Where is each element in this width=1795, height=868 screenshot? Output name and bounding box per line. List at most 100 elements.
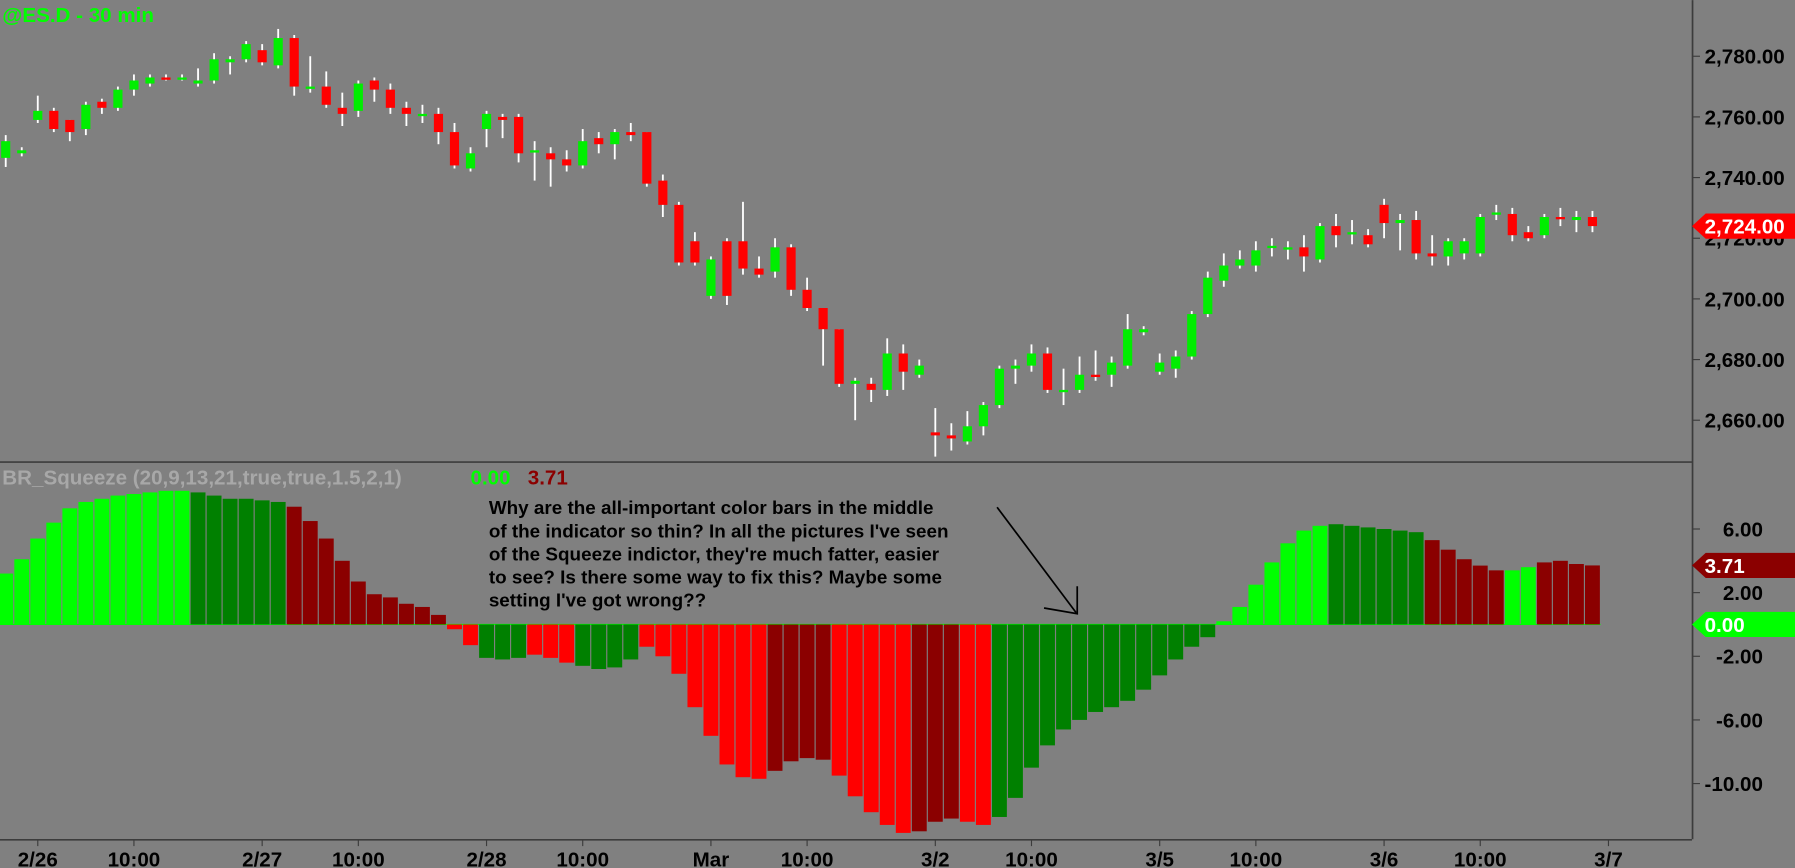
candle-body (385, 89, 395, 108)
histogram-bar (639, 624, 655, 647)
candle-body (626, 132, 636, 136)
histogram-bar (62, 508, 78, 625)
x-tick-label: 10:00 (1454, 849, 1507, 868)
histogram-bar (1168, 624, 1184, 660)
histogram-bar (1376, 528, 1392, 625)
candle-body (289, 38, 299, 87)
y-tick-label: 2,660.00 (1705, 410, 1785, 433)
candle-body (417, 113, 428, 117)
annotation-line: of the indicator so thin? In all the pic… (489, 521, 949, 542)
candle-body (1107, 362, 1117, 375)
candle-body (65, 119, 75, 133)
candle-body (1187, 314, 1197, 357)
candle-body (1539, 217, 1549, 236)
histogram-bar (863, 624, 879, 813)
candle-body (1026, 353, 1037, 366)
histogram-bar (463, 624, 478, 646)
candle-body (930, 432, 940, 436)
histogram-bar (959, 624, 975, 822)
candle-body (1219, 265, 1229, 281)
histogram-bar (30, 538, 46, 625)
histogram-bar (1248, 584, 1264, 625)
histogram-bar (110, 495, 126, 625)
x-tick-label: 3/5 (1145, 849, 1174, 868)
y-tick-label: 6.00 (1723, 518, 1763, 541)
candle-body (1267, 245, 1277, 249)
histogram-bar (46, 522, 62, 625)
candle-body (1139, 329, 1149, 333)
histogram-bar (1360, 527, 1376, 625)
candle-body (834, 329, 844, 384)
candle-body (706, 259, 716, 296)
histogram-bar (1184, 624, 1200, 647)
candle-body (674, 204, 684, 263)
histogram-bar (318, 538, 334, 625)
candle-body (225, 59, 235, 63)
candle-body (514, 116, 524, 154)
candle-body (1411, 220, 1421, 254)
x-tick-label: 3/2 (921, 849, 950, 868)
histogram-bar (1056, 624, 1071, 730)
candle-body (337, 107, 347, 114)
histogram-bar (78, 501, 94, 625)
histogram-bar (1536, 562, 1552, 625)
x-tick-label: 10:00 (781, 849, 834, 868)
histogram-bar (591, 624, 607, 670)
histogram-bar (1344, 525, 1360, 625)
histogram-bar (1120, 624, 1136, 701)
candle-body (449, 132, 460, 166)
y-tick-label: 2,680.00 (1705, 349, 1785, 372)
candle-body (1203, 277, 1213, 315)
candle-body (1171, 356, 1181, 369)
histogram-bar (126, 493, 142, 625)
histogram-bar (543, 624, 559, 658)
arrow-head (1043, 586, 1079, 615)
last-price-label: 2,724.00 (1705, 216, 1785, 239)
histogram-bar (719, 624, 735, 765)
readout: 3.71 (528, 466, 568, 489)
annotation: Why are the all-important color bars in … (489, 498, 949, 611)
histogram-bar (815, 624, 831, 760)
candle-body (305, 86, 315, 89)
histogram-bar (975, 624, 991, 825)
histogram-bar (0, 573, 14, 625)
x-tick-label: 10:00 (1230, 849, 1283, 868)
histogram-bar (559, 624, 575, 663)
histogram-bar (14, 559, 30, 625)
candle-body (1235, 259, 1245, 266)
candle-body (1443, 241, 1453, 257)
histogram-bar (655, 624, 671, 657)
histogram-bar (1456, 559, 1472, 625)
candle-body (1347, 232, 1357, 235)
candle-body (658, 180, 668, 205)
candle-body (1042, 353, 1053, 390)
histogram-bar (142, 492, 158, 625)
indicator-title: BR_Squeeze (20,9,13,21,true,true,1.5,2,1… (2, 466, 401, 489)
histogram-bar (302, 521, 318, 625)
candle-body (866, 383, 876, 390)
candle-body (1523, 232, 1533, 239)
histogram-bar (575, 624, 591, 666)
histogram-bar (831, 624, 847, 776)
last-price-tag (1691, 213, 1795, 239)
histogram-bar (350, 581, 366, 625)
x-tick-label: 2/26 (18, 849, 58, 868)
candle-body (1491, 212, 1501, 215)
candle-body (1427, 253, 1437, 257)
candle-body (786, 247, 796, 290)
y-tick-label: 2,740.00 (1705, 167, 1785, 190)
candle-body (642, 132, 652, 184)
histogram-bar (1440, 549, 1456, 625)
value-tag-label: 3.71 (1705, 555, 1745, 578)
annotation-arrow (996, 506, 1077, 614)
candle-body (33, 110, 43, 120)
histogram-bar (1104, 624, 1120, 708)
x-tick-label: 10:00 (1005, 849, 1058, 868)
x-tick-label: 2/28 (466, 849, 506, 868)
annotation-line: setting I've got wrong?? (489, 591, 706, 612)
y-tick-label: -2.00 (1716, 646, 1763, 669)
candle-body (433, 113, 444, 133)
candle-body (1074, 374, 1085, 390)
candle-body (1155, 362, 1165, 372)
